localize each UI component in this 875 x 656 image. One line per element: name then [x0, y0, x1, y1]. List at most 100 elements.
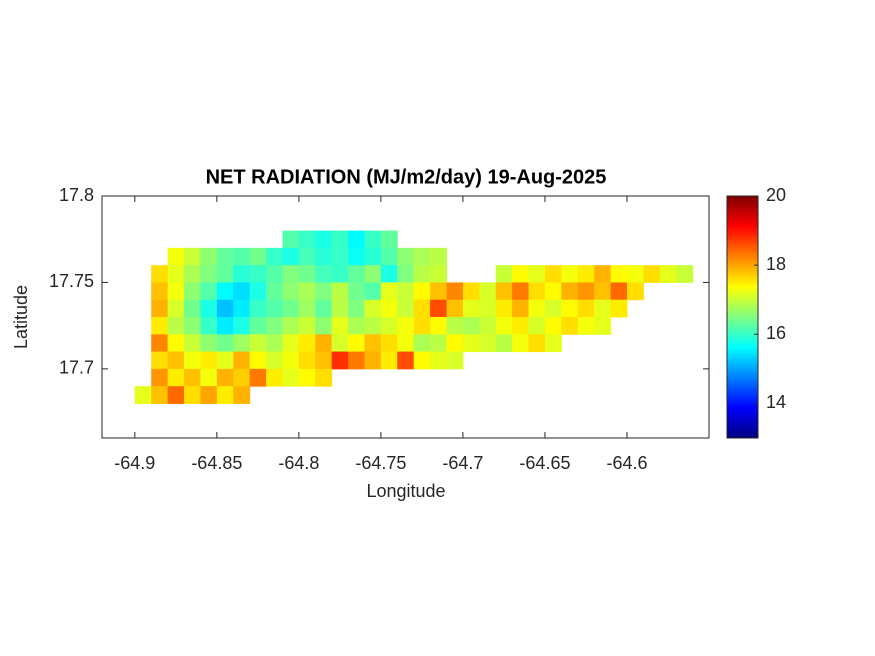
raster-cell: [298, 368, 316, 387]
raster-cell: [462, 299, 480, 318]
raster-cell: [397, 351, 415, 370]
raster-cell: [495, 334, 513, 353]
x-tick-label: -64.7: [442, 453, 483, 473]
raster-cell: [315, 299, 333, 318]
raster-cell: [577, 265, 595, 283]
raster-cell: [151, 368, 169, 387]
raster-cell: [380, 230, 398, 249]
colorbar-tick-label: 16: [766, 323, 786, 343]
raster-cell: [577, 317, 595, 335]
raster-cell: [512, 334, 530, 353]
raster-cell: [348, 351, 365, 370]
raster-cell: [610, 299, 628, 318]
raster-cell: [216, 368, 234, 387]
raster-cell: [528, 299, 546, 318]
raster-cell: [430, 299, 448, 318]
raster-cell: [643, 265, 661, 283]
raster-cell: [364, 265, 382, 283]
raster-cell: [331, 265, 349, 283]
raster-cell: [315, 282, 333, 301]
raster-cell: [364, 299, 382, 318]
raster-cell: [380, 351, 398, 370]
raster-cell: [446, 282, 464, 301]
raster-cell: [233, 265, 251, 283]
raster-cell: [282, 282, 300, 301]
x-tick-label: -64.65: [519, 453, 570, 473]
raster-cell: [233, 299, 251, 318]
raster-cell: [380, 299, 398, 318]
raster-cell: [298, 230, 316, 249]
colorbar: [726, 195, 759, 439]
raster-cell: [315, 368, 333, 387]
raster-cell: [200, 299, 218, 318]
raster-cell: [249, 351, 267, 370]
raster-cell: [167, 265, 185, 283]
x-tick-label: -64.75: [355, 453, 406, 473]
raster-cell: [348, 334, 365, 353]
raster-cell: [594, 265, 612, 283]
raster-cell: [266, 317, 283, 335]
raster-cell: [249, 317, 267, 335]
raster-cell: [479, 334, 497, 353]
raster-cell: [413, 282, 431, 301]
raster-cell: [413, 351, 431, 370]
x-tick-label: -64.85: [191, 453, 242, 473]
y-tick-label: 17.7: [59, 358, 94, 378]
raster-cell: [380, 317, 398, 335]
raster-cell: [184, 334, 201, 353]
raster-cell: [331, 334, 349, 353]
raster-cell: [430, 334, 448, 353]
raster-cell: [610, 265, 628, 283]
raster-cell: [413, 265, 431, 283]
raster-cell: [528, 317, 546, 335]
raster-cell: [561, 317, 579, 335]
raster-cell: [479, 299, 497, 318]
raster-cell: [216, 282, 234, 301]
raster-cell: [216, 299, 234, 318]
raster-cell: [561, 299, 579, 318]
raster-cell: [397, 282, 415, 301]
raster-cell: [233, 317, 251, 335]
raster-cell: [348, 247, 365, 266]
raster-cell: [151, 334, 169, 353]
raster-cell: [151, 317, 169, 335]
raster-cell: [167, 317, 185, 335]
raster-cell: [216, 317, 234, 335]
raster-cell: [462, 282, 480, 301]
raster-cell: [331, 247, 349, 266]
raster-cell: [200, 386, 218, 404]
raster-cell: [266, 334, 283, 353]
raster-cell: [282, 317, 300, 335]
raster-cell: [167, 368, 185, 387]
raster-cell: [200, 265, 218, 283]
raster-cell: [282, 230, 300, 249]
raster-cell: [315, 230, 333, 249]
raster-cell: [512, 282, 530, 301]
raster-cell: [298, 351, 316, 370]
raster-cell: [233, 351, 251, 370]
raster-cell: [282, 247, 300, 266]
raster-cell: [266, 299, 283, 318]
raster-cell: [380, 265, 398, 283]
raster-cell: [610, 282, 628, 301]
raster-cell: [184, 265, 201, 283]
raster-cell: [380, 282, 398, 301]
raster-cell: [561, 282, 579, 301]
raster-cell: [364, 334, 382, 353]
raster-cell: [167, 299, 185, 318]
raster-cell: [167, 386, 185, 404]
raster-cell: [298, 334, 316, 353]
raster-cell: [544, 265, 562, 283]
raster-cell: [200, 368, 218, 387]
raster-cell: [315, 351, 333, 370]
colorbar-tick-label: 18: [766, 254, 786, 274]
raster: [134, 230, 694, 404]
raster-cell: [430, 247, 448, 266]
raster-cell: [348, 299, 365, 318]
raster-cell: [216, 247, 234, 266]
raster-cell: [364, 282, 382, 301]
raster-cell: [495, 317, 513, 335]
raster-cell: [413, 334, 431, 353]
raster-cell: [495, 265, 513, 283]
axes-box: [101, 195, 710, 439]
